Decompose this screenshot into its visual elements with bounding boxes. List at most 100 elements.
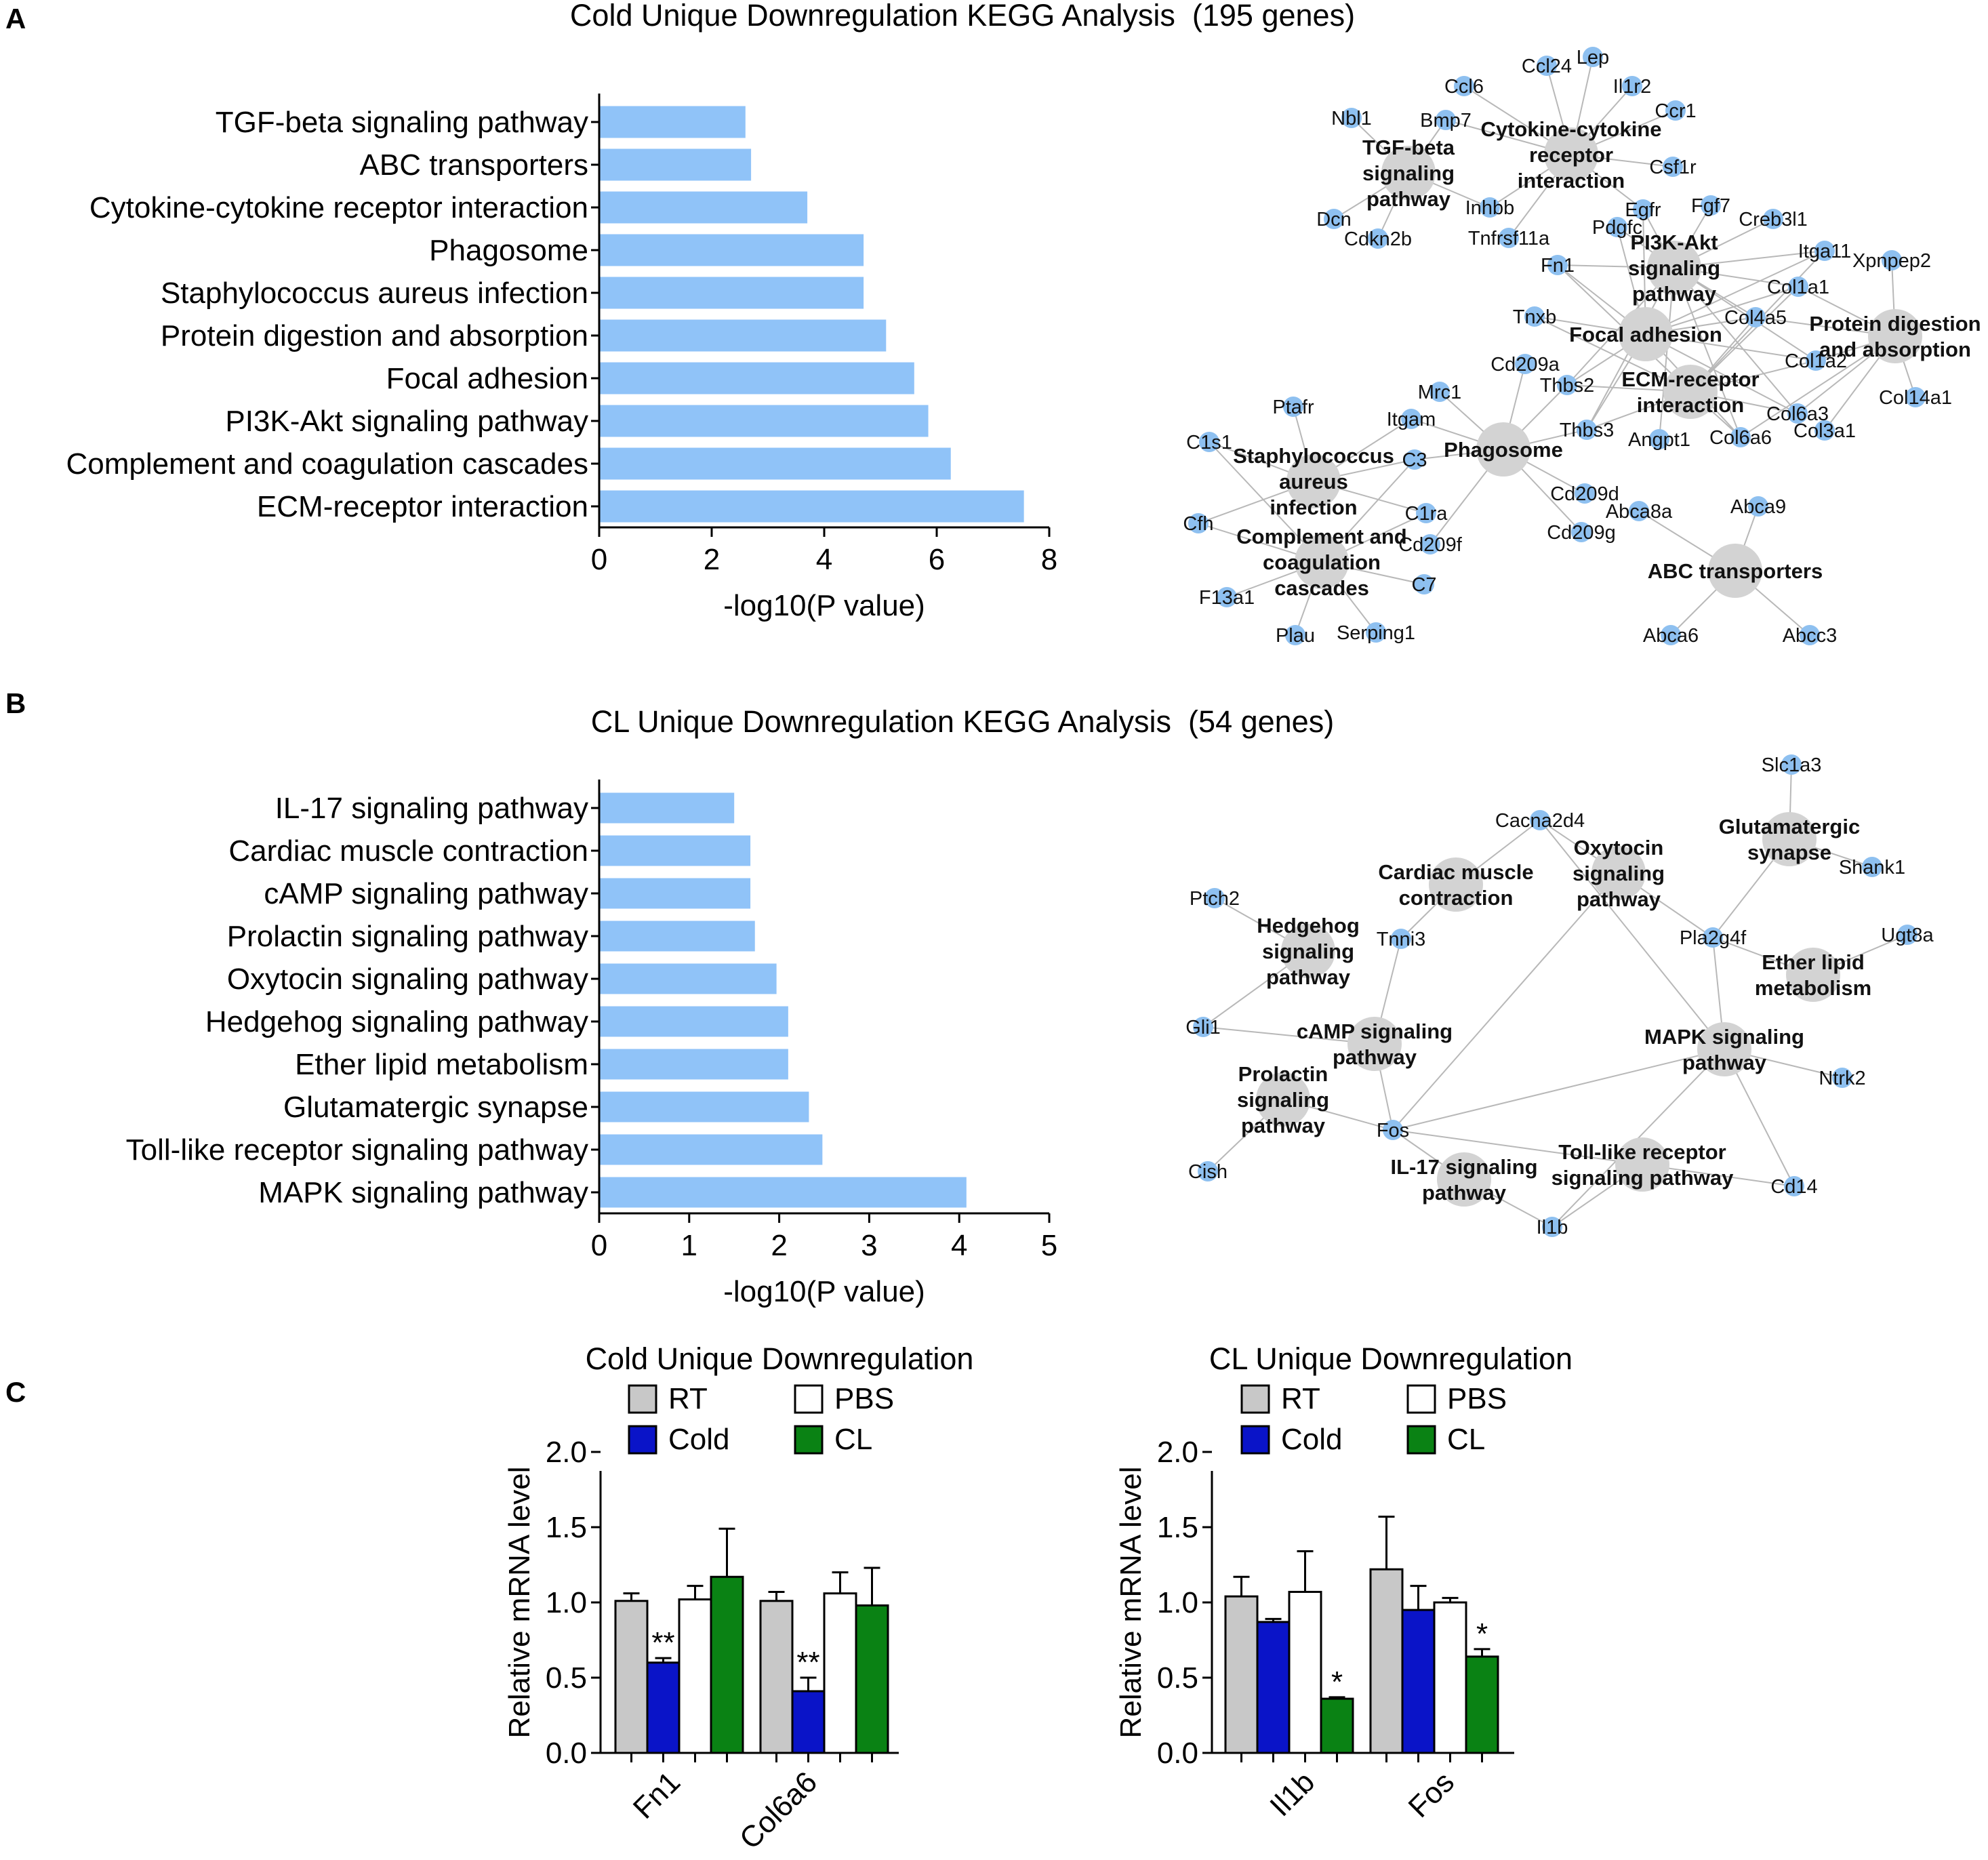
gene-node bbox=[1524, 306, 1545, 327]
gene-label: Ccr1 bbox=[1655, 100, 1696, 122]
bar bbox=[1369, 1568, 1404, 1754]
pathway-label: Cytokine-cytokine receptor interaction bbox=[1480, 117, 1661, 193]
pathway-label: Focal adhesion bbox=[1569, 323, 1722, 346]
y-tick-label: 0.0 bbox=[1157, 1737, 1198, 1770]
gene-label: Slc1a3 bbox=[1762, 754, 1822, 776]
category-label: Phagosome bbox=[429, 234, 588, 267]
gene-node bbox=[1583, 47, 1603, 67]
gene-node bbox=[1649, 429, 1669, 449]
gene-label: Cd209d bbox=[1550, 483, 1619, 505]
bar bbox=[600, 362, 914, 395]
gene-node bbox=[1499, 228, 1519, 248]
network-edge bbox=[1392, 1049, 1725, 1131]
bar bbox=[600, 191, 808, 224]
category-label: Toll-like receptor signaling pathway bbox=[126, 1133, 588, 1167]
legend-swatch bbox=[1240, 1384, 1270, 1414]
pathway-label: IL-17 signaling pathway bbox=[1390, 1155, 1537, 1205]
gene-node bbox=[1429, 382, 1450, 402]
bar bbox=[600, 490, 1024, 523]
x-tick-label: 4 bbox=[816, 543, 832, 576]
gene-label: Fn1 bbox=[1541, 255, 1575, 277]
panel-a-title: Cold Unique Downregulation KEGG Analysis… bbox=[570, 0, 1355, 33]
pathway-label: cAMP signaling pathway bbox=[1297, 1019, 1453, 1069]
x-tick-label: 0 bbox=[591, 1229, 607, 1262]
bar bbox=[646, 1661, 681, 1754]
gene-node bbox=[1661, 625, 1681, 645]
gene-node bbox=[1547, 255, 1568, 275]
gene-node bbox=[1763, 209, 1783, 229]
y-tick-label: 1.0 bbox=[546, 1586, 587, 1619]
gene-label: Ntrk2 bbox=[1819, 1068, 1865, 1089]
chart-title: Cold Unique Downregulation bbox=[586, 1341, 974, 1376]
gene-label: C3 bbox=[1402, 449, 1427, 471]
pathway-label: Glutamatergic synapse bbox=[1719, 815, 1860, 864]
gene-label: Pla2g4f bbox=[1680, 927, 1747, 949]
gene-label: C1ra bbox=[1405, 503, 1448, 525]
gene-node bbox=[1633, 199, 1653, 220]
category-label: Cytokine-cytokine receptor interaction bbox=[89, 191, 588, 224]
bar bbox=[600, 447, 951, 480]
gene-node bbox=[1882, 250, 1902, 270]
gene-label: Bmp7 bbox=[1420, 110, 1472, 132]
gene-node bbox=[1199, 432, 1219, 452]
gene-label: Cd209a bbox=[1490, 354, 1560, 376]
pathway-label: PI3K-Akt signaling pathway bbox=[1628, 230, 1720, 306]
y-tick-label: 0.0 bbox=[546, 1737, 587, 1770]
pathway-node bbox=[1429, 857, 1483, 912]
bar bbox=[759, 1600, 794, 1754]
pathway-node bbox=[1381, 146, 1436, 200]
gene-label: C1s1 bbox=[1186, 432, 1232, 453]
x-tick-label: 4 bbox=[951, 1229, 967, 1262]
gene-label: Col1a2 bbox=[1785, 350, 1847, 372]
gene-label: Abca6 bbox=[1643, 625, 1699, 647]
y-tick-label: 0.5 bbox=[1157, 1661, 1198, 1695]
gene-label: Col14a1 bbox=[1879, 387, 1952, 409]
bar bbox=[600, 835, 751, 866]
gene-node bbox=[1832, 1068, 1852, 1088]
gene-label: Pdgfc bbox=[1592, 217, 1642, 239]
gene-label: Thbs3 bbox=[1560, 420, 1615, 441]
gene-node bbox=[1703, 927, 1723, 948]
category-label: Prolactin signaling pathway bbox=[227, 920, 588, 953]
category-label: Glutamatergic synapse bbox=[283, 1091, 588, 1124]
legend-swatch bbox=[794, 1425, 824, 1455]
gene-label: Tnfrsf11a bbox=[1468, 228, 1550, 249]
pathway-label: Cardiac muscle contraction bbox=[1378, 860, 1533, 910]
gene-label: Mrc1 bbox=[1418, 382, 1461, 403]
legend-label: Cold bbox=[668, 1423, 730, 1456]
pathway-node bbox=[1476, 422, 1530, 477]
gene-label: Itga11 bbox=[1798, 241, 1851, 262]
network-edge bbox=[1645, 333, 1798, 414]
gene-node bbox=[1806, 350, 1826, 371]
network-edge bbox=[1209, 441, 1322, 563]
category-label: MAPK signaling pathway bbox=[258, 1176, 588, 1209]
pathway-label: Complement and coagulation cascades bbox=[1236, 525, 1406, 600]
x-tick-label: 1 bbox=[681, 1229, 697, 1262]
gene-node bbox=[1436, 110, 1456, 130]
network-edge bbox=[1392, 872, 1619, 1131]
bar bbox=[600, 963, 777, 994]
legend-swatch bbox=[1240, 1425, 1270, 1455]
gene-label: Gli1 bbox=[1185, 1017, 1221, 1038]
bar bbox=[600, 106, 746, 138]
pathway-node bbox=[1591, 846, 1646, 900]
gene-node bbox=[1420, 534, 1440, 554]
bar bbox=[600, 1006, 788, 1037]
gene-node bbox=[1571, 522, 1591, 542]
gene-node bbox=[1285, 625, 1305, 645]
category-label: Complement and coagulation cascades bbox=[66, 447, 588, 481]
pathway-node bbox=[1544, 127, 1598, 182]
gene-node bbox=[1814, 420, 1835, 441]
gene-label: Nbl1 bbox=[1331, 108, 1372, 129]
pathway-node bbox=[1615, 1137, 1669, 1192]
bar bbox=[1288, 1590, 1322, 1754]
gene-node bbox=[1204, 888, 1225, 908]
gene-node bbox=[1781, 754, 1802, 775]
chart-title: CL Unique Downregulation bbox=[1209, 1341, 1573, 1376]
network-edge bbox=[1645, 250, 1825, 335]
gene-label: Col6a6 bbox=[1709, 427, 1772, 449]
gene-node bbox=[1341, 108, 1362, 128]
gene-node bbox=[1324, 209, 1344, 229]
significance-mark: ** bbox=[651, 1626, 674, 1659]
kegg-network-cl: Slc1a3 Cacna2d4 Shank1 Ptch2 Tnni3 Pla2g4f Ugt… bbox=[1185, 754, 1934, 1238]
